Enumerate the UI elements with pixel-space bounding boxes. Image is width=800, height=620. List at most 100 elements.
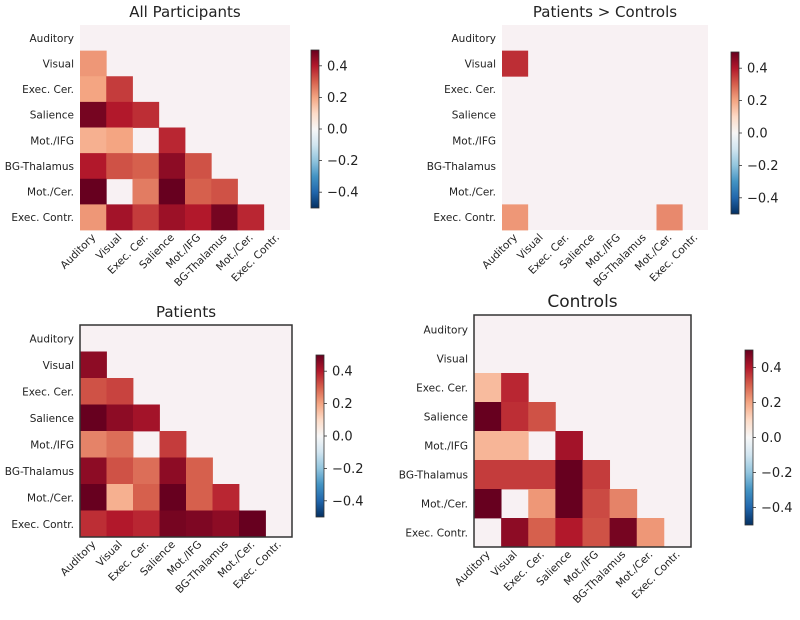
row-label: Exec. Contr. (405, 528, 468, 540)
heatmap-cell (212, 484, 240, 511)
row-label: Auditory (30, 33, 75, 45)
heatmap-cell (501, 431, 529, 461)
row-label: Mot./IFG (30, 439, 74, 451)
heatmap-cell (212, 510, 240, 538)
row-label: Mot./Cer. (421, 499, 468, 511)
colorbar-tick-label: 0.0 (332, 430, 353, 445)
heatmap-cell (158, 153, 186, 180)
colorbar-tick-label: −0.4 (332, 494, 364, 509)
heatmap-cell (158, 127, 186, 154)
heatmap-cell (159, 431, 187, 458)
row-label: Exec. Contr. (11, 519, 74, 531)
heatmap-cell (80, 404, 107, 432)
heatmap-cell (656, 204, 683, 231)
colorbar-tick-label: −0.4 (761, 501, 793, 516)
row-label: Mot./Cer. (27, 492, 74, 504)
heatmap-cell (80, 204, 107, 231)
heatmap-cell (80, 50, 107, 77)
row-label: Exec. Cer. (444, 84, 496, 96)
row-label: Exec. Cer. (416, 383, 468, 395)
colorbar-tick-label: −0.2 (327, 154, 359, 169)
row-label: Mot./Cer. (449, 187, 496, 199)
row-label: Auditory (424, 325, 469, 337)
row-label: BG-Thalamus (5, 161, 74, 173)
heatmap-cell (132, 178, 160, 205)
heatmap-cell (474, 489, 502, 519)
column-label: Auditory (58, 232, 98, 272)
heatmap-cell (474, 402, 502, 432)
heatmap-cell (159, 484, 187, 511)
heatmap-cell (80, 127, 107, 154)
heatmap-background (502, 25, 708, 230)
colorbar-tick-label: 0.2 (327, 91, 348, 106)
heatmap-cell (158, 204, 186, 231)
heatmap-cell (609, 489, 638, 519)
heatmap-cell (106, 431, 134, 458)
heatmap-cell (158, 178, 186, 205)
heatmap-frame (79, 324, 293, 538)
heatmap-cell (474, 431, 502, 461)
heatmap-cell (133, 510, 160, 538)
heatmap-cell (185, 153, 212, 180)
heatmap-cell (636, 518, 665, 548)
row-label: Visual (43, 360, 74, 372)
heatmap-cell (474, 460, 502, 490)
row-label: Mot./IFG (30, 135, 74, 147)
colorbar-tick-label: −0.4 (747, 191, 779, 206)
heatmap-cell (239, 510, 266, 538)
colorbar-tick-label: −0.2 (761, 466, 793, 481)
heatmap-cell (106, 510, 134, 538)
heatmap-cell (106, 204, 133, 231)
heatmap-cell (133, 404, 160, 432)
heatmap-cell (501, 402, 529, 432)
heatmap-cell (502, 204, 529, 231)
colorbar-tick-label: 0.4 (761, 361, 782, 376)
heatmap-frame (473, 314, 692, 548)
heatmap-cell (132, 101, 160, 128)
heatmap-cell (159, 457, 187, 485)
colorbar-tick-label: 0.4 (747, 62, 768, 77)
heatmap-cell (80, 510, 107, 538)
heatmap-cell (528, 518, 556, 548)
heatmap-cell (80, 101, 107, 128)
row-label: Salience (30, 110, 74, 122)
heatmap-cell (555, 431, 583, 461)
colorbar-tick-label: 0.4 (332, 365, 353, 380)
heatmap-cell (555, 460, 583, 490)
heatmap-cell (133, 484, 160, 511)
row-label: Salience (424, 412, 468, 424)
row-label: Mot./Cer. (27, 187, 74, 199)
heatmap-cell (582, 460, 611, 490)
heatmap-cell (502, 50, 529, 77)
heatmap-cell (186, 457, 213, 485)
row-label: Salience (452, 110, 496, 122)
heatmap-cell (528, 460, 556, 490)
row-label: BG-Thalamus (399, 470, 468, 482)
heatmap-cell (528, 489, 556, 519)
panel-title: Controls (547, 292, 617, 312)
heatmap-cell (132, 204, 160, 231)
row-label: Visual (437, 354, 468, 366)
row-label: Visual (465, 58, 496, 70)
colorbar-tick-label: 0.2 (747, 94, 768, 109)
heatmap-cell (106, 153, 133, 180)
heatmap-cell (80, 178, 107, 205)
row-label: Mot./IFG (452, 135, 496, 147)
colorbar-tick-label: −0.2 (332, 462, 364, 477)
colorbar (315, 354, 325, 518)
heatmap-cell (80, 431, 107, 458)
heatmap-panel-3: Patients Auditory Visual Exec. Cer. Salience… (5, 303, 364, 596)
row-label: Mot./IFG (424, 441, 468, 453)
heatmap-cell (185, 178, 212, 205)
column-label: Auditory (480, 232, 520, 272)
heatmap-cell (80, 76, 107, 103)
heatmap-cell (80, 378, 107, 405)
heatmap-cell (80, 351, 107, 379)
heatmap-cell (185, 204, 212, 231)
heatmap-cell (211, 178, 238, 205)
heatmap-cell (582, 489, 611, 519)
row-label: Exec. Cer. (22, 386, 74, 398)
row-label: Exec. Contr. (11, 212, 74, 224)
panel-title: All Participants (129, 3, 241, 21)
